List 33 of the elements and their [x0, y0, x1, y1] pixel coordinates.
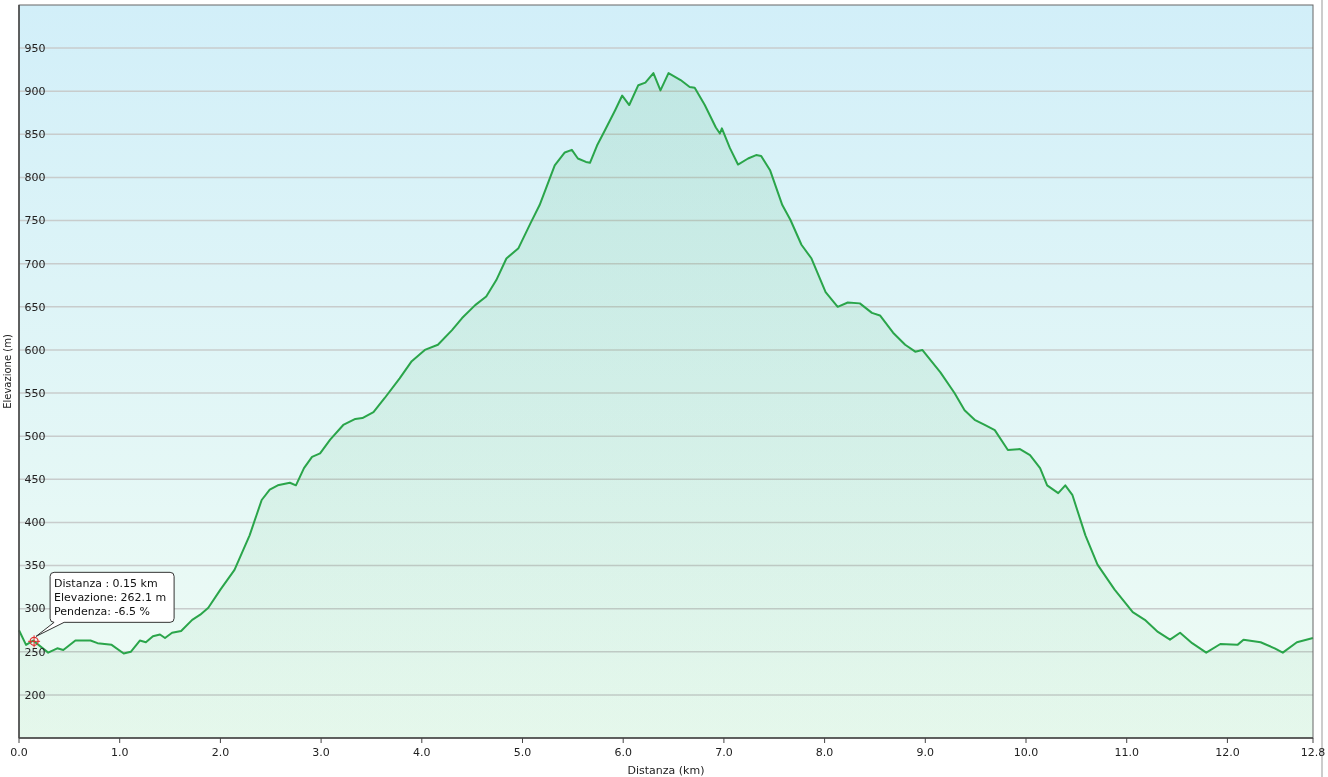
x-axis-title: Distanza (km)	[627, 764, 705, 777]
y-tick-label: 800	[24, 171, 46, 185]
y-tick-label: 950	[24, 41, 46, 55]
x-tick-label: 1.0	[110, 746, 129, 759]
x-tick-label: 4.0	[413, 746, 431, 759]
y-tick-label: 200	[24, 688, 46, 702]
x-tick-label: 6.0	[614, 746, 632, 759]
x-tick-label: 8.0	[815, 746, 834, 759]
y-tick-label: 650	[24, 300, 46, 314]
y-axis-title: Elevazione (m)	[2, 334, 13, 409]
x-tick-label: 12.0	[1215, 746, 1240, 759]
x-tick-label: 10.0	[1013, 746, 1039, 759]
x-tick-label: 3.0	[312, 746, 330, 759]
y-tick-label: 450	[24, 473, 46, 487]
x-tick-label: 12.8	[1300, 746, 1326, 759]
x-tick-label: 5.0	[513, 746, 532, 759]
annotation: Distanza : 0.15 km Elevazione: 262.1 m Pendenza: -6.5 %	[54, 577, 167, 619]
y-tick-label: 300	[24, 602, 46, 616]
y-tick-label: 900	[24, 85, 46, 99]
x-tick-label: 11.0	[1114, 746, 1139, 759]
y-tick-label: 750	[24, 214, 46, 228]
y-tick-label: 600	[24, 343, 46, 357]
y-tick-label: 850	[24, 128, 46, 142]
y-tick-label: 700	[24, 257, 46, 271]
x-tick-label: 0.0	[10, 746, 28, 759]
y-tick-label: 400	[24, 516, 46, 530]
x-tick-label: 9.0	[916, 746, 935, 759]
y-tick-label: 350	[24, 559, 46, 573]
y-tick-label: 500	[24, 430, 46, 444]
y-tick-label: 550	[24, 386, 46, 400]
x-tick-label: 7.0	[715, 746, 733, 759]
x-tick-label: 2.0	[211, 746, 230, 759]
y-tick-label: 250	[24, 645, 46, 659]
